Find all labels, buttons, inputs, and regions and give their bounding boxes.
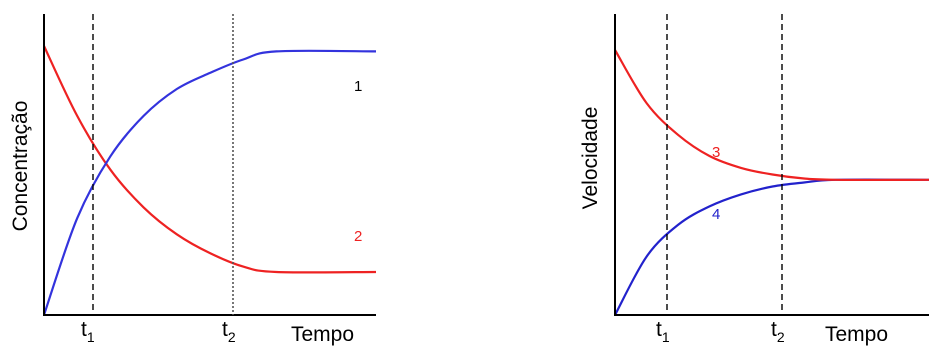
series-label-4: 4 [712, 206, 720, 223]
series-line-3 [614, 49, 929, 182]
y-axis-label: Velocidade [579, 107, 602, 210]
x-axis-label: Tempo [825, 323, 888, 346]
tick-label-t1: t1 [656, 318, 670, 345]
tick-label-t2: t2 [771, 318, 785, 345]
tick-label-t2: t2 [222, 318, 236, 345]
series-line-1 [42, 49, 377, 316]
series-line-2 [43, 45, 377, 274]
concentration-chart: Concentração Tempo t1 t2 1 2 [9, 14, 377, 346]
series-label-3: 3 [712, 144, 720, 161]
tick-label-t1: t1 [81, 318, 95, 345]
series-label-2: 2 [354, 228, 362, 245]
series-label-1: 1 [354, 78, 362, 95]
x-axis-label: Tempo [291, 323, 354, 346]
y-axis-label: Concentração [9, 101, 32, 232]
velocity-chart: Velocidade Tempo t1 t2 3 4 [579, 14, 929, 346]
series-line-4 [614, 178, 929, 316]
